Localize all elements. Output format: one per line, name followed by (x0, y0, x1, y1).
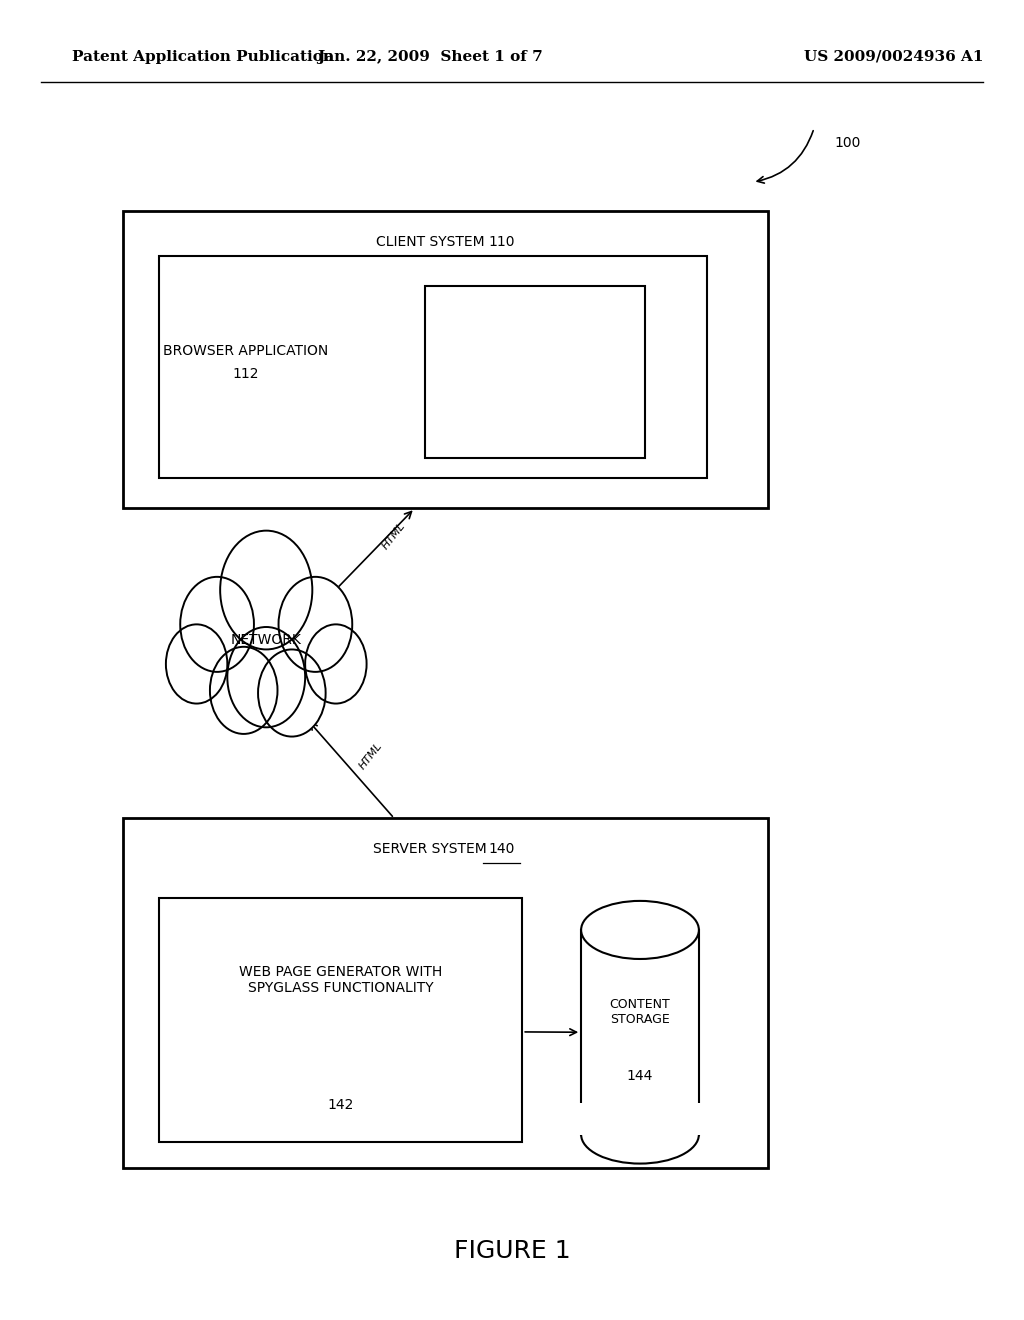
Ellipse shape (581, 900, 698, 958)
Text: CONTENT
STORAGE: CONTENT STORAGE (609, 998, 671, 1027)
Text: Patent Application Publication: Patent Application Publication (72, 50, 334, 63)
Text: 144: 144 (627, 1069, 653, 1084)
FancyBboxPatch shape (123, 818, 768, 1168)
Text: 114: 114 (522, 372, 548, 387)
Circle shape (279, 577, 352, 672)
Text: WEB PAGE: WEB PAGE (499, 347, 571, 360)
FancyBboxPatch shape (159, 898, 522, 1142)
Text: 142: 142 (328, 1098, 353, 1113)
FancyArrowPatch shape (325, 512, 412, 601)
Text: 140: 140 (488, 842, 515, 857)
Text: CLIENT SYSTEM: CLIENT SYSTEM (376, 235, 484, 249)
Text: HTML: HTML (381, 520, 408, 552)
Text: FIGURE 1: FIGURE 1 (454, 1239, 570, 1263)
Ellipse shape (581, 1106, 698, 1164)
FancyBboxPatch shape (425, 286, 645, 458)
FancyArrowPatch shape (757, 131, 813, 183)
Text: WEB PAGE GENERATOR WITH
SPYGLASS FUNCTIONALITY: WEB PAGE GENERATOR WITH SPYGLASS FUNCTIO… (239, 965, 442, 995)
Text: 112: 112 (232, 367, 259, 381)
Circle shape (220, 531, 312, 649)
Text: Jan. 22, 2009  Sheet 1 of 7: Jan. 22, 2009 Sheet 1 of 7 (317, 50, 543, 63)
Text: NETWORK: NETWORK (230, 634, 302, 647)
FancyBboxPatch shape (123, 211, 768, 508)
Circle shape (166, 624, 227, 704)
Text: BROWSER APPLICATION: BROWSER APPLICATION (163, 345, 329, 358)
Text: 100: 100 (835, 136, 861, 149)
Circle shape (258, 649, 326, 737)
FancyBboxPatch shape (582, 929, 698, 1134)
Circle shape (180, 577, 254, 672)
FancyArrowPatch shape (310, 723, 392, 816)
FancyArrowPatch shape (525, 1028, 577, 1035)
Text: SERVER SYSTEM: SERVER SYSTEM (373, 842, 487, 857)
Circle shape (305, 624, 367, 704)
FancyBboxPatch shape (159, 256, 707, 478)
Bar (580, 1104, 700, 1134)
Text: 110: 110 (488, 235, 515, 249)
Circle shape (227, 627, 305, 727)
Text: 130: 130 (253, 669, 280, 684)
Circle shape (210, 647, 278, 734)
Text: US 2009/0024936 A1: US 2009/0024936 A1 (804, 50, 983, 63)
Text: HTML: HTML (357, 741, 385, 771)
